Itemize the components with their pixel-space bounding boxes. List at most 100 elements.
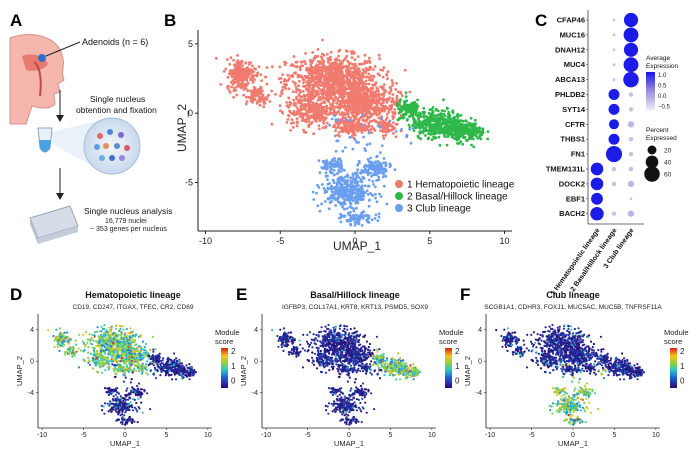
module-point bbox=[71, 353, 74, 356]
module-point bbox=[115, 324, 118, 327]
module-point bbox=[131, 350, 134, 353]
module-point bbox=[173, 352, 176, 355]
legend-dot-basal bbox=[395, 192, 403, 200]
umap-point bbox=[385, 97, 389, 101]
dotplot-dot bbox=[611, 211, 617, 216]
umap-point bbox=[385, 202, 389, 206]
umap-point bbox=[369, 115, 373, 118]
umap-point bbox=[311, 59, 315, 63]
module-point bbox=[133, 344, 136, 347]
umap-point bbox=[434, 136, 438, 140]
dotplot-dot bbox=[590, 162, 604, 176]
umap-point bbox=[251, 80, 255, 84]
dotplot-dot bbox=[590, 206, 604, 221]
module-point bbox=[47, 329, 50, 332]
umap-point bbox=[381, 125, 385, 129]
umap-point bbox=[348, 106, 351, 109]
module-point bbox=[59, 344, 62, 347]
umap-point bbox=[314, 75, 318, 78]
umap-point bbox=[362, 87, 366, 90]
module-point bbox=[84, 331, 87, 334]
module-point bbox=[95, 357, 98, 360]
module-point bbox=[66, 331, 69, 334]
umap-point bbox=[337, 186, 340, 190]
umap-point bbox=[339, 159, 343, 163]
umap-point bbox=[347, 131, 350, 135]
module-point bbox=[149, 348, 152, 352]
umap-point bbox=[368, 66, 372, 69]
umap-point bbox=[375, 200, 379, 204]
umap-point bbox=[261, 93, 265, 97]
umap-point bbox=[381, 68, 385, 72]
umap-point bbox=[394, 88, 398, 91]
umap-point bbox=[250, 98, 254, 102]
umap-point bbox=[344, 121, 348, 125]
umap-point bbox=[227, 72, 231, 76]
umap-point bbox=[329, 50, 333, 54]
module-point bbox=[132, 354, 135, 357]
umap-point bbox=[379, 170, 383, 173]
well-plate-icon bbox=[29, 205, 79, 244]
module-point bbox=[120, 346, 123, 349]
umap-point bbox=[400, 127, 403, 131]
umap-point bbox=[352, 129, 356, 133]
umap-point bbox=[333, 134, 337, 138]
module-point bbox=[141, 367, 144, 370]
module-point bbox=[115, 368, 118, 371]
umap-point bbox=[348, 136, 352, 139]
umap-point bbox=[353, 79, 357, 83]
umap-point bbox=[351, 147, 355, 151]
umap-point bbox=[244, 102, 248, 106]
umap-point bbox=[293, 103, 297, 107]
module-point bbox=[139, 345, 142, 348]
umap-point bbox=[300, 95, 303, 99]
umap-point bbox=[438, 113, 442, 116]
umap-point bbox=[346, 91, 349, 95]
umap-point bbox=[291, 126, 295, 129]
umap-point bbox=[359, 171, 363, 175]
umap-point bbox=[302, 93, 306, 97]
panel-d: D Hematopoietic lineage CD19, CD247, ITG… bbox=[10, 285, 240, 448]
module-point bbox=[133, 364, 136, 367]
module-point bbox=[90, 337, 93, 340]
umap-point bbox=[393, 108, 397, 111]
umap-point bbox=[245, 79, 249, 82]
umap-point bbox=[304, 85, 307, 88]
umap-point bbox=[361, 197, 365, 201]
umap-point bbox=[363, 59, 367, 63]
umap-point bbox=[321, 52, 324, 56]
dotplot-dot bbox=[590, 177, 604, 191]
umap-point bbox=[339, 175, 343, 179]
umap-point bbox=[320, 55, 323, 59]
module-point bbox=[117, 334, 120, 337]
umap-point bbox=[270, 122, 274, 126]
umap-point bbox=[334, 149, 338, 153]
module-point bbox=[139, 350, 142, 353]
umap-point bbox=[234, 81, 238, 84]
module-point bbox=[115, 338, 118, 341]
module-point bbox=[132, 369, 135, 372]
gene-label: ABCA13 bbox=[555, 75, 585, 84]
umap-point bbox=[468, 125, 472, 128]
umap-point bbox=[342, 121, 346, 125]
umap-point bbox=[330, 190, 334, 193]
umap-point bbox=[238, 68, 241, 72]
umap-point bbox=[343, 198, 347, 202]
module-point bbox=[119, 325, 122, 328]
legend-label-club: 3 Club lineage bbox=[407, 204, 471, 215]
module-point bbox=[131, 359, 134, 362]
module-point bbox=[52, 334, 55, 338]
umap-point bbox=[411, 110, 415, 113]
module-point bbox=[95, 352, 98, 355]
umap-point bbox=[431, 126, 434, 129]
umap-point bbox=[226, 86, 230, 90]
module-point bbox=[127, 345, 130, 349]
y-tick-label: -5 bbox=[185, 177, 193, 187]
umap-point bbox=[395, 122, 399, 126]
umap-point bbox=[332, 173, 336, 177]
umap-point bbox=[222, 70, 226, 73]
umap-point bbox=[352, 84, 356, 87]
umap-point bbox=[399, 98, 402, 101]
umap-point bbox=[338, 99, 342, 103]
